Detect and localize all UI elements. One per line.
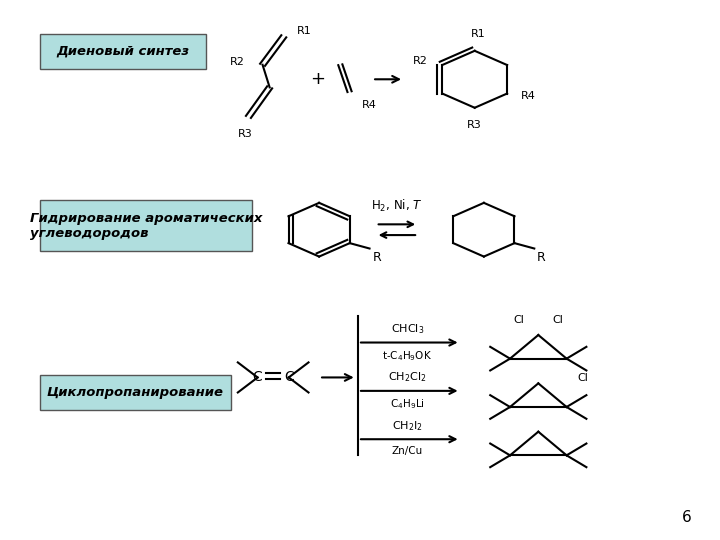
Text: H$_2$, Ni, $T$: H$_2$, Ni, $T$: [372, 198, 423, 214]
Text: +: +: [310, 70, 325, 88]
Text: R4: R4: [362, 100, 377, 110]
Text: R3: R3: [467, 119, 482, 130]
Text: CH$_2$Cl$_2$: CH$_2$Cl$_2$: [388, 370, 427, 384]
Text: Zn/Cu: Zn/Cu: [392, 446, 423, 456]
Text: Cl: Cl: [577, 373, 588, 383]
Bar: [40, 375, 230, 410]
Text: Cl: Cl: [513, 315, 524, 325]
Text: Циклопропанирование: Циклопропанирование: [47, 386, 224, 399]
Text: t-C$_4$H$_9$OK: t-C$_4$H$_9$OK: [382, 349, 433, 363]
Bar: [40, 200, 252, 251]
Text: C$_4$H$_9$Li: C$_4$H$_9$Li: [390, 397, 425, 411]
Text: 6: 6: [682, 510, 692, 525]
Text: R1: R1: [297, 26, 311, 36]
Text: Cl: Cl: [552, 315, 563, 325]
Text: R3: R3: [238, 129, 252, 139]
Text: R1: R1: [471, 29, 485, 39]
Text: R: R: [537, 251, 546, 264]
Text: Диеновый синтез: Диеновый синтез: [56, 45, 189, 58]
Text: Гидрирование ароматических
углеводородов: Гидрирование ароматических углеводородов: [30, 212, 262, 240]
Text: R4: R4: [521, 91, 536, 101]
Text: CHCl$_3$: CHCl$_3$: [391, 322, 424, 336]
Text: CH$_2$I$_2$: CH$_2$I$_2$: [392, 419, 423, 433]
Bar: [40, 33, 206, 69]
Text: R2: R2: [230, 57, 245, 67]
Text: R2: R2: [413, 56, 428, 66]
Text: C: C: [284, 370, 294, 384]
Text: R: R: [372, 251, 381, 264]
Text: C: C: [253, 370, 263, 384]
